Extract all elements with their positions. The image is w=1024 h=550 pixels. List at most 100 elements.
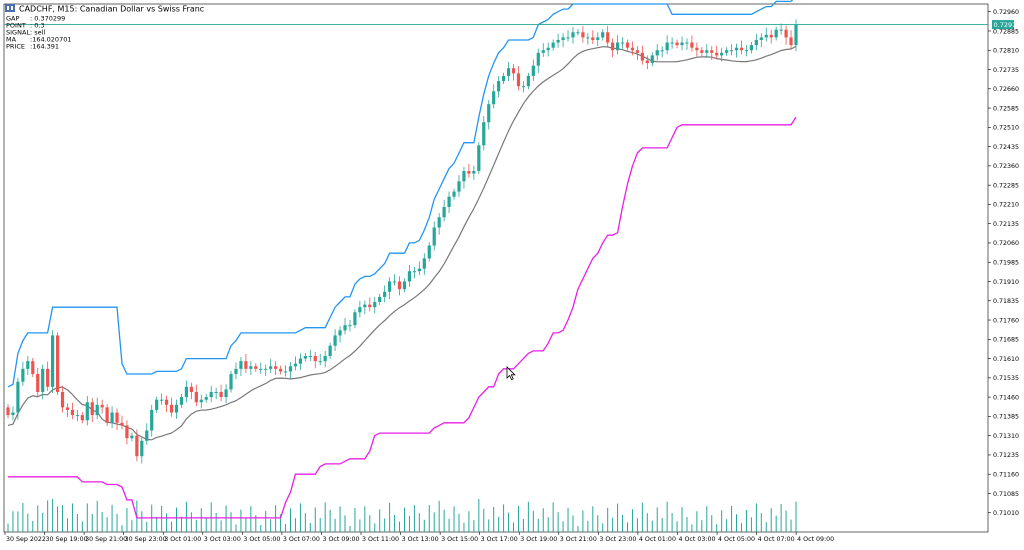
- info-value-signal: : sell: [30, 29, 45, 37]
- candle-body: [482, 122, 486, 146]
- candle-body: [318, 361, 322, 363]
- volume-histogram: [7, 499, 797, 532]
- candle-body: [259, 368, 263, 370]
- y-tick-label: 0.71385: [993, 414, 1019, 421]
- x-tick-label: 3 Oct 01:00: [164, 536, 201, 543]
- y-tick-label: 0.72510: [993, 125, 1019, 132]
- x-tick-label: 3 Oct 19:00: [520, 536, 557, 543]
- candle-body: [26, 361, 30, 369]
- y-tick-label: 0.71010: [993, 510, 1019, 517]
- y-tick-label: 0.72285: [993, 182, 1019, 189]
- upper-band: [7, 0, 794, 388]
- candle-body: [516, 73, 521, 87]
- y-tick-label: 0.71235: [993, 452, 1019, 459]
- info-label-ma: MA: [6, 36, 17, 44]
- candle-body: [625, 42, 630, 48]
- x-tick-label: 30 Sep 2022: [6, 536, 46, 543]
- x-tick-label: 30 Sep 23:00: [125, 536, 167, 543]
- candle-body: [586, 37, 590, 39]
- candle-body: [125, 425, 129, 439]
- x-tick-label: 3 Oct 15:00: [441, 536, 478, 543]
- info-value-price: :164.391: [30, 43, 59, 51]
- y-tick-label: 0.72810: [993, 48, 1019, 55]
- candle-body: [784, 29, 788, 38]
- candle-body: [442, 206, 446, 218]
- candle-body: [655, 50, 659, 56]
- x-tick-label: 3 Oct 21:00: [560, 536, 597, 543]
- candle-body: [21, 368, 25, 382]
- y-tick-label: 0.72360: [993, 163, 1019, 170]
- candle-body: [244, 361, 248, 369]
- current-price-label: 0.72910: [994, 21, 1021, 29]
- y-tick-label: 0.72960: [993, 9, 1019, 16]
- candle-body: [105, 407, 109, 423]
- candle-body: [51, 335, 55, 387]
- middle-line: [7, 45, 797, 441]
- info-value-point: : 0.3: [30, 22, 45, 30]
- candle-body: [725, 50, 729, 53]
- candle-body: [611, 42, 615, 51]
- candle-body: [606, 32, 610, 43]
- candle-body: [526, 75, 530, 87]
- candle-body: [645, 60, 649, 64]
- candle-body: [492, 91, 496, 105]
- candle-body: [358, 307, 362, 313]
- upper-band-line: [7, 0, 794, 388]
- info-label-gap: GAP: [6, 15, 19, 23]
- candle-body: [759, 37, 763, 40]
- candle-body: [729, 50, 734, 52]
- candle-body: [754, 39, 758, 46]
- candle-body: [308, 356, 312, 357]
- candle-body: [274, 366, 278, 369]
- chart-icon-bar-1: [7, 6, 9, 10]
- candle-body: [60, 391, 65, 408]
- candle-body: [789, 37, 793, 46]
- y-tick-label: 0.72135: [993, 221, 1019, 228]
- middle-line-path: [7, 45, 797, 441]
- chart-icon-frame: [5, 4, 15, 12]
- y-tick-label: 0.72885: [993, 28, 1019, 35]
- y-tick-label: 0.71835: [993, 298, 1019, 305]
- candle-body: [155, 399, 159, 410]
- candle-body: [581, 32, 585, 38]
- x-tick-label: 30 Sep 19:00: [46, 536, 88, 543]
- candlesticks: [6, 19, 798, 464]
- candle-body: [160, 399, 164, 401]
- y-tick-label: 0.71460: [993, 394, 1019, 401]
- candle-body: [472, 171, 476, 174]
- x-tick-label: 3 Oct 05:00: [243, 536, 280, 543]
- candle-body: [169, 404, 174, 413]
- candle-body: [576, 32, 580, 34]
- candle-body: [794, 24, 798, 46]
- x-tick-label: 4 Oct 05:00: [718, 536, 755, 543]
- candle-body: [402, 281, 407, 290]
- candle-body: [501, 75, 506, 82]
- candle-body: [640, 52, 644, 61]
- y-tick-label: 0.71910: [993, 279, 1019, 286]
- candle-body: [749, 45, 753, 51]
- candle-body: [303, 356, 307, 359]
- candle-body: [249, 366, 253, 369]
- candle-body: [115, 412, 119, 423]
- candle-body: [179, 397, 184, 405]
- candle-body: [566, 37, 570, 39]
- candle-body: [199, 399, 203, 403]
- candle-body: [6, 407, 10, 416]
- candle-body: [497, 81, 501, 92]
- y-tick-label: 0.72060: [993, 240, 1019, 247]
- candle-body: [145, 430, 149, 441]
- chart-header: CADCHF, M15: Canadian Dollar vs Swiss Fr…: [5, 4, 204, 14]
- candle-body: [392, 281, 397, 283]
- lower-band-line: [8, 116, 797, 519]
- candle-body: [353, 312, 357, 326]
- y-tick-label: 0.72435: [993, 144, 1019, 151]
- candle-body: [769, 34, 773, 38]
- candle-body: [670, 42, 674, 44]
- candle-body: [373, 302, 377, 308]
- candle-body: [417, 268, 421, 272]
- candle-body: [130, 435, 134, 439]
- x-tick-label: 4 Oct 07:00: [758, 536, 795, 543]
- candle-body: [224, 389, 228, 398]
